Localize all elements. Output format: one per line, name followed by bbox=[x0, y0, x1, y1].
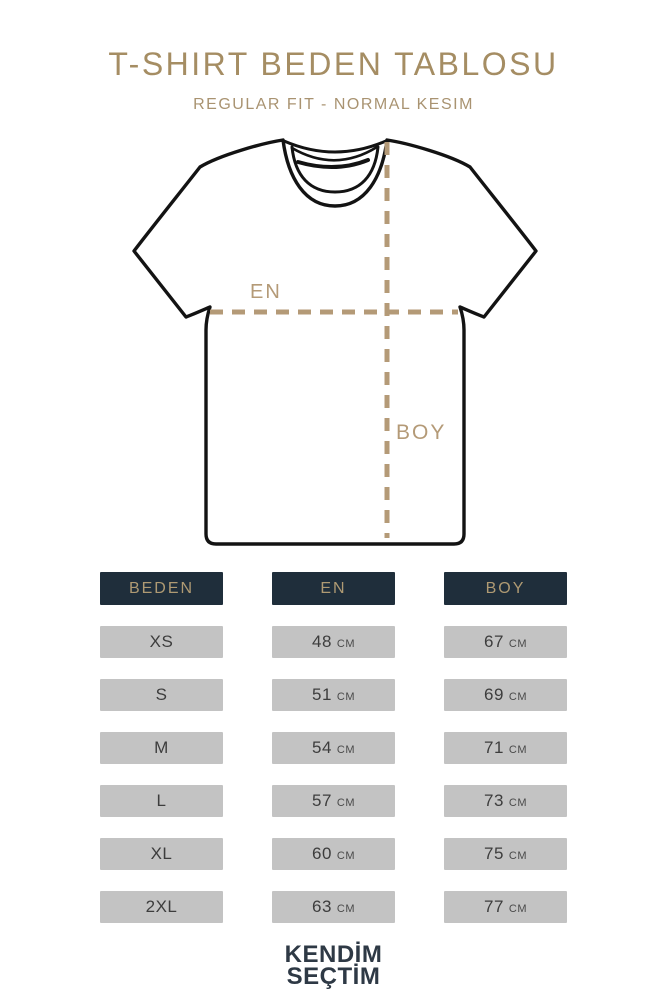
cell-value: XS bbox=[149, 632, 174, 651]
cell-unit-label: CM bbox=[508, 743, 528, 756]
table-cell-beden-s: S bbox=[100, 679, 223, 711]
table-cell-beden-2xl: 2XL bbox=[100, 891, 223, 923]
column-en: EN 48 CM 51 CM 54 CM 57 CM 60 CM 63 CM bbox=[272, 572, 395, 923]
cell-value: 54 bbox=[311, 738, 332, 757]
cell-unit-label: CM bbox=[508, 902, 528, 915]
cell-value: XL bbox=[150, 844, 173, 863]
table-cell-boy-2xl: 77 CM bbox=[444, 891, 567, 923]
tshirt-diagram bbox=[120, 130, 560, 570]
cell-value: 77 bbox=[483, 897, 504, 916]
table-cell-beden-l: L bbox=[100, 785, 223, 817]
table-cell-boy-s: 69 CM bbox=[444, 679, 567, 711]
table-cell-beden-xl: XL bbox=[100, 838, 223, 870]
table-cell-en-l: 57 CM bbox=[272, 785, 395, 817]
brand-logo: KENDİM SEÇTİM bbox=[0, 941, 667, 990]
table-cell-en-s: 51 CM bbox=[272, 679, 395, 711]
cell-value: 75 bbox=[483, 844, 504, 863]
table-header-beden: BEDEN bbox=[100, 572, 223, 605]
cell-value: S bbox=[155, 685, 168, 704]
table-header-en: EN bbox=[272, 572, 395, 605]
cell-value: 57 bbox=[311, 791, 332, 810]
cell-value: 71 bbox=[483, 738, 504, 757]
cell-unit-label: CM bbox=[336, 637, 356, 650]
cell-unit-label: CM bbox=[336, 796, 356, 809]
cell-value: 48 bbox=[311, 632, 332, 651]
cell-value: 63 bbox=[311, 897, 332, 916]
table-header-boy: BOY bbox=[444, 572, 567, 605]
table-cell-boy-l: 73 CM bbox=[444, 785, 567, 817]
cell-value: 60 bbox=[311, 844, 332, 863]
cell-value: M bbox=[154, 738, 169, 757]
table-cell-en-2xl: 63 CM bbox=[272, 891, 395, 923]
cell-value: 51 bbox=[311, 685, 332, 704]
cell-unit-label: CM bbox=[508, 796, 528, 809]
brand-logo-line1: KENDİM bbox=[284, 941, 383, 968]
height-measure-label: BOY bbox=[396, 421, 447, 444]
table-cell-boy-xs: 67 CM bbox=[444, 626, 567, 658]
cell-unit-label: CM bbox=[508, 637, 528, 650]
table-cell-beden-m: M bbox=[100, 732, 223, 764]
brand-logo-line2: SEÇTİM bbox=[286, 963, 381, 990]
cell-unit-label: CM bbox=[336, 902, 356, 915]
cell-value: 69 bbox=[483, 685, 504, 704]
size-table: BEDEN XS S M L XL 2XL EN 48 CM 51 CM 54 CM 57 CM 60 CM… bbox=[100, 572, 567, 923]
tshirt-outline-icon bbox=[132, 138, 538, 546]
table-cell-en-xl: 60 CM bbox=[272, 838, 395, 870]
table-cell-beden-xs: XS bbox=[100, 626, 223, 658]
cell-unit-label: CM bbox=[336, 743, 356, 756]
cell-value: 67 bbox=[483, 632, 504, 651]
table-cell-boy-xl: 75 CM bbox=[444, 838, 567, 870]
cell-value: 2XL bbox=[145, 897, 178, 916]
column-boy: BOY 67 CM 69 CM 71 CM 73 CM 75 CM 77 CM bbox=[444, 572, 567, 923]
cell-unit-label: CM bbox=[336, 849, 356, 862]
page-title: T-SHIRT BEDEN TABLOSU bbox=[108, 46, 559, 82]
page-subtitle: REGULAR FIT - NORMAL KESIM bbox=[193, 96, 474, 113]
cell-unit-label: CM bbox=[508, 690, 528, 703]
cell-value: L bbox=[156, 791, 167, 810]
table-cell-boy-m: 71 CM bbox=[444, 732, 567, 764]
table-cell-en-xs: 48 CM bbox=[272, 626, 395, 658]
column-beden: BEDEN XS S M L XL 2XL bbox=[100, 572, 223, 923]
cell-unit-label: CM bbox=[508, 849, 528, 862]
width-measure-label: EN bbox=[250, 281, 282, 303]
table-cell-en-m: 54 CM bbox=[272, 732, 395, 764]
cell-value: 73 bbox=[483, 791, 504, 810]
cell-unit-label: CM bbox=[336, 690, 356, 703]
